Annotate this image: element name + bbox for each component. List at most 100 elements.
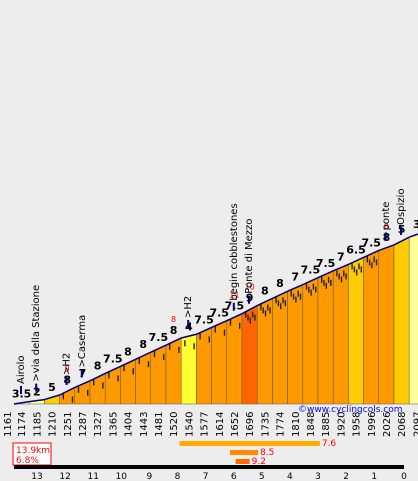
elevation-label: 1774 (276, 412, 287, 437)
gradient-label: 8 (94, 359, 102, 372)
segment-bar-value: 7.6 (322, 439, 337, 449)
gradient-bar (150, 344, 167, 405)
segment-bar (230, 450, 259, 455)
profile-top-line (363, 249, 380, 259)
surface-mark (275, 297, 277, 304)
surface-mark (308, 286, 310, 293)
surface-mark (264, 310, 267, 317)
surface-mark (178, 346, 180, 353)
elevation-label: 1443 (139, 412, 150, 437)
elevation-label: 1652 (230, 412, 241, 437)
surface-mark (223, 329, 226, 336)
segment-bar (235, 459, 250, 464)
gradient-label: 7.5 (361, 236, 381, 249)
profile-top-line (13, 400, 30, 405)
gradient-label: 5 (48, 381, 56, 394)
km-axis-bar (14, 465, 404, 469)
surface-mark (214, 326, 216, 333)
profile-top-line (74, 380, 91, 389)
km-axis-label: 13 (31, 472, 42, 481)
surface-mark (193, 343, 195, 350)
surface-mark (108, 372, 110, 379)
surface-mark (208, 336, 210, 343)
elevation-label: 2097 (412, 412, 418, 437)
surface-mark (321, 276, 323, 283)
profile-top-line (165, 337, 182, 346)
gradient-label: 2 (33, 386, 41, 399)
surface-mark (292, 293, 295, 300)
profile-top-line (89, 372, 106, 382)
stats-avg-gradient: 6.8% (16, 456, 39, 466)
waypoint-label: >H2 (62, 353, 73, 375)
km-axis-label: 0 (401, 472, 407, 481)
elevation-label: 1885 (321, 412, 332, 437)
max-gradient-marker: 10 (245, 283, 255, 292)
elevation-label: 1848 (306, 412, 317, 437)
waypoint-label: >Caserma (77, 315, 88, 368)
surface-mark (269, 307, 271, 314)
surface-mark (282, 297, 284, 304)
surface-mark (277, 300, 280, 307)
km-axis-label: 9 (147, 472, 153, 481)
elevation-label: 1958 (352, 412, 363, 437)
surface-mark (312, 283, 315, 290)
waypoint-label: Ponte di Mezzo (244, 219, 255, 294)
surface-mark (117, 375, 119, 382)
surface-mark (93, 379, 95, 386)
surface-mark (375, 259, 378, 266)
surface-mark (239, 322, 241, 329)
surface-mark (353, 266, 356, 273)
surface-mark (153, 351, 156, 358)
elevation-label: 2026 (382, 412, 393, 437)
surface-mark (373, 256, 375, 263)
gradient-bar (332, 264, 349, 405)
surface-mark (356, 269, 358, 276)
profile-top-line (44, 394, 60, 401)
profile-top-line (256, 297, 273, 307)
profile-top-line (135, 351, 152, 360)
surface-mark (102, 382, 104, 389)
max-gradient-marker: 9 (65, 364, 70, 373)
surface-mark (330, 279, 332, 286)
gradient-label: 6.5 (346, 243, 366, 256)
surface-mark (366, 256, 368, 263)
surface-mark (345, 273, 347, 280)
surface-mark (351, 263, 353, 270)
surface-mark (77, 386, 80, 393)
surface-mark (297, 290, 299, 297)
profile-top-line (332, 263, 349, 272)
surface-mark (138, 358, 140, 365)
elevation-label: 1696 (245, 412, 256, 437)
waypoint-label: begin cobblestones (229, 203, 240, 300)
surface-mark (147, 361, 150, 368)
gradient-bar (408, 233, 418, 405)
surface-mark (295, 296, 297, 303)
elevation-label: 1614 (215, 412, 226, 437)
gradient-label: 8 (170, 324, 178, 337)
profile-top-line (59, 386, 76, 396)
gradient-label: 7.5 (316, 257, 336, 270)
surface-mark (262, 307, 264, 314)
surface-mark (336, 270, 338, 277)
surface-mark (310, 289, 312, 296)
surface-mark (245, 311, 247, 318)
gradient-bar (317, 270, 334, 405)
profile-top-line (378, 244, 395, 252)
segment-bar (179, 441, 320, 446)
surface-mark (249, 317, 251, 324)
elevation-label: 1577 (200, 412, 211, 437)
surface-mark (325, 282, 327, 289)
gradient-bar (393, 236, 410, 405)
max-gradient-marker: 8 (171, 315, 176, 324)
surface-mark (280, 303, 282, 310)
gradient-bar (363, 250, 380, 405)
elevation-label: 1996 (367, 412, 378, 437)
gradient-bar (348, 257, 364, 405)
surface-mark (123, 365, 125, 372)
profile-top-line (104, 365, 121, 375)
gradient-label: 3.5 (12, 388, 32, 401)
surface-mark (254, 314, 256, 321)
surface-mark (267, 304, 269, 311)
gradient-bar (378, 244, 395, 405)
surface-mark (340, 276, 343, 283)
